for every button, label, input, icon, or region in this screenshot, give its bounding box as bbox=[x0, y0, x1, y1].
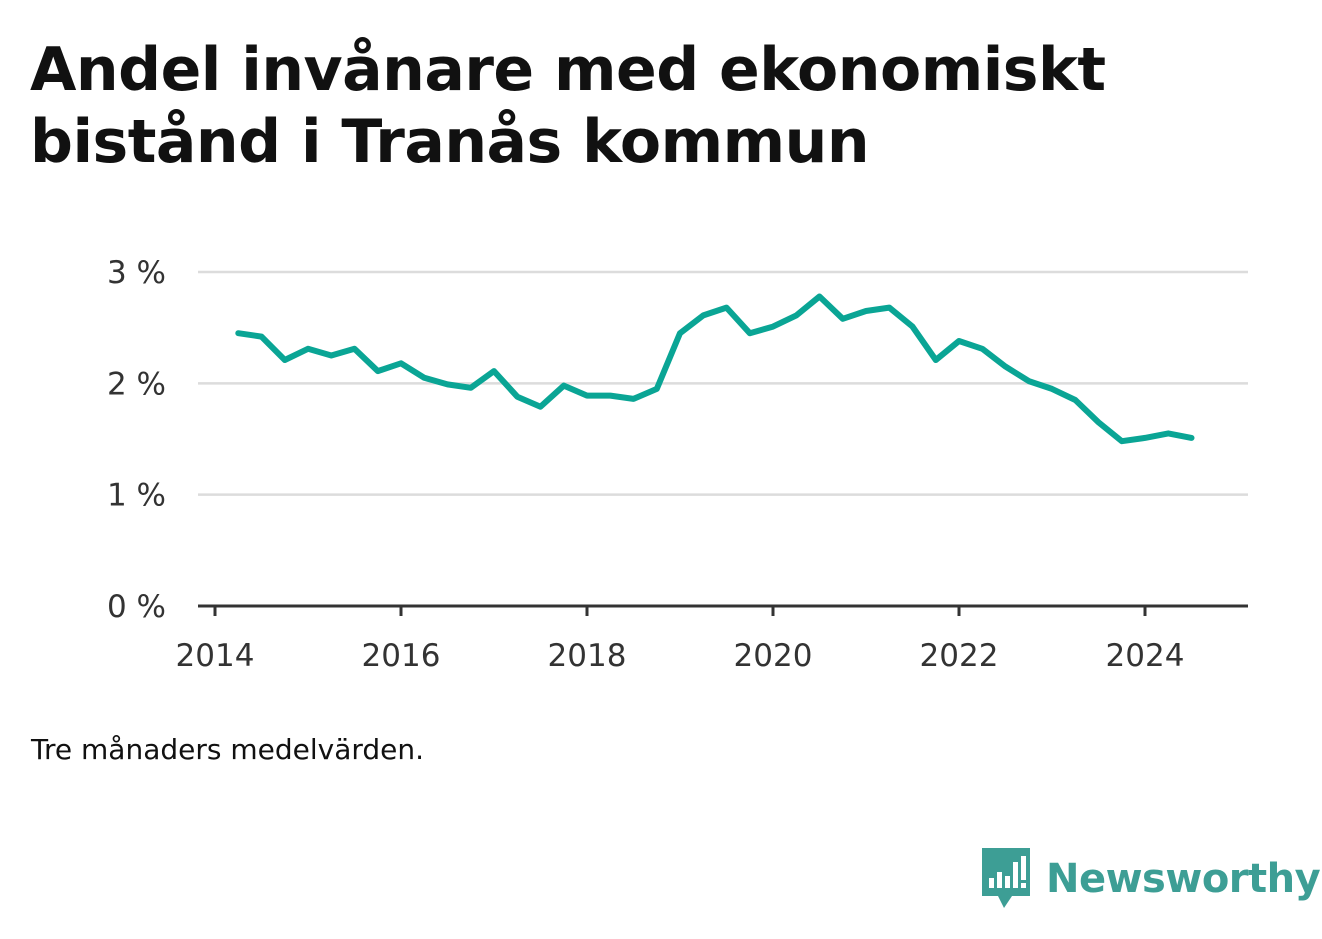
gridlines bbox=[198, 270, 1248, 496]
chart-title: Andel invånare med ekonomiskt bistånd i … bbox=[30, 35, 1106, 177]
series-line bbox=[235, 293, 1195, 445]
x-tick-label: 2016 bbox=[362, 638, 441, 674]
x-tick-label: 2014 bbox=[176, 638, 255, 674]
x-tick-label: 2024 bbox=[1106, 638, 1185, 674]
series-group bbox=[235, 293, 1195, 445]
y-tick-label: 3 % bbox=[107, 255, 166, 291]
y-axis-tick-labels: 0 % 1 % 2 % 3 % bbox=[107, 255, 166, 625]
x-tick-label: 2018 bbox=[548, 638, 627, 674]
x-tick-label: 2022 bbox=[920, 638, 999, 674]
x-tick-label: 2020 bbox=[734, 638, 813, 674]
newsworthy-logo-icon bbox=[982, 848, 1030, 908]
chart-footnote: Tre månaders medelvärden. bbox=[31, 733, 425, 766]
y-tick-label: 0 % bbox=[107, 589, 166, 625]
y-tick-label: 1 % bbox=[107, 478, 166, 514]
x-axis: 2014 2016 2018 2020 2022 2024 bbox=[176, 604, 1248, 674]
brand-logo: Newsworthy bbox=[980, 848, 1321, 910]
y-tick-label: 2 % bbox=[107, 366, 166, 402]
brand-name: Newsworthy bbox=[1046, 856, 1321, 902]
